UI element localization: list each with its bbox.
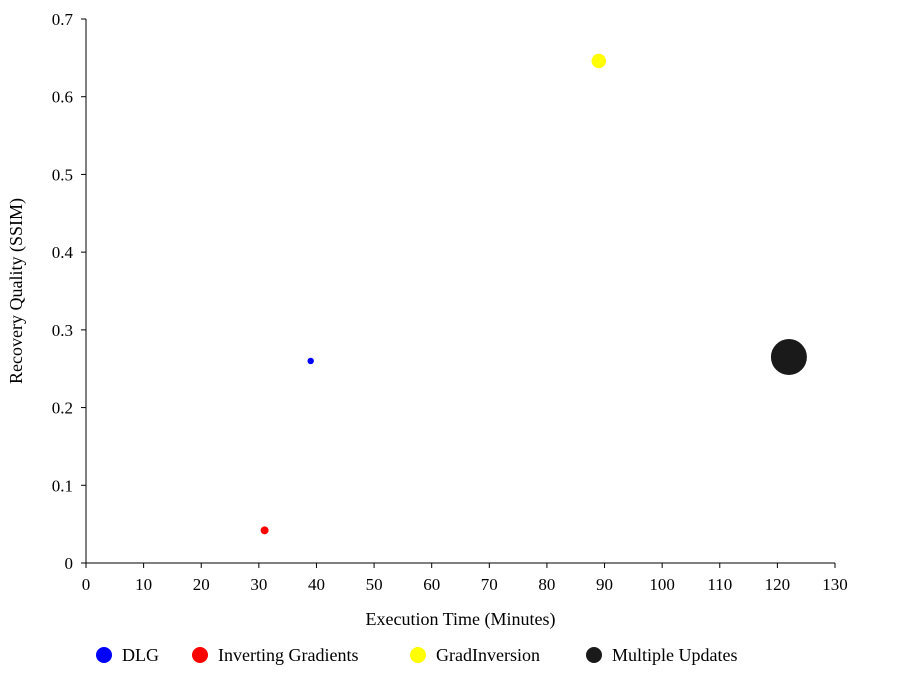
x-tick-label: 80 xyxy=(538,575,555,594)
x-tick-label: 10 xyxy=(135,575,152,594)
x-axis-title: Execution Time (Minutes) xyxy=(366,609,556,630)
legend-label: DLG xyxy=(122,645,159,665)
y-tick-label: 0.5 xyxy=(52,165,73,184)
y-tick-label: 0.3 xyxy=(52,321,73,340)
data-point-multiple-updates xyxy=(770,339,807,376)
x-tick-label: 120 xyxy=(765,575,791,594)
legend-marker xyxy=(96,647,112,663)
y-tick-label: 0.1 xyxy=(52,476,73,495)
y-tick-label: 0.6 xyxy=(52,88,73,107)
x-tick-label: 90 xyxy=(596,575,613,594)
y-axis-ticks: 0 0.1 0.2 0.3 0.4 0.5 0.6 0.7 xyxy=(52,10,86,573)
data-point-gradinversion xyxy=(591,53,606,69)
x-tick-label: 60 xyxy=(423,575,440,594)
x-tick-label: 130 xyxy=(822,575,848,594)
x-tick-label: 50 xyxy=(366,575,383,594)
y-axis-title: Recovery Quality (SSIM) xyxy=(6,198,27,384)
x-tick-label: 100 xyxy=(649,575,675,594)
x-tick-label: 20 xyxy=(193,575,210,594)
x-tick-label: 30 xyxy=(250,575,267,594)
data-points xyxy=(260,53,807,535)
legend-label: Multiple Updates xyxy=(612,645,737,665)
legend-label: Inverting Gradients xyxy=(218,645,358,665)
legend: DLG Inverting Gradients GradInversion Multi… xyxy=(96,645,737,665)
y-tick-label: 0.4 xyxy=(52,243,74,262)
legend-marker xyxy=(586,647,602,663)
x-tick-label: 70 xyxy=(481,575,498,594)
x-tick-label: 110 xyxy=(707,575,732,594)
y-tick-label: 0.7 xyxy=(52,10,74,29)
data-point-inverting-gradients xyxy=(260,526,269,535)
legend-label: GradInversion xyxy=(436,645,540,665)
x-tick-label: 0 xyxy=(82,575,91,594)
axes xyxy=(85,19,835,564)
data-point-dlg xyxy=(307,357,314,365)
legend-marker xyxy=(192,647,208,663)
legend-marker xyxy=(410,647,426,663)
y-tick-label: 0.2 xyxy=(52,399,73,418)
x-tick-label: 40 xyxy=(308,575,325,594)
y-tick-label: 0 xyxy=(65,554,74,573)
x-axis-ticks: 0 10 20 30 40 50 60 70 80 90 100 110 120 130 xyxy=(82,563,848,594)
